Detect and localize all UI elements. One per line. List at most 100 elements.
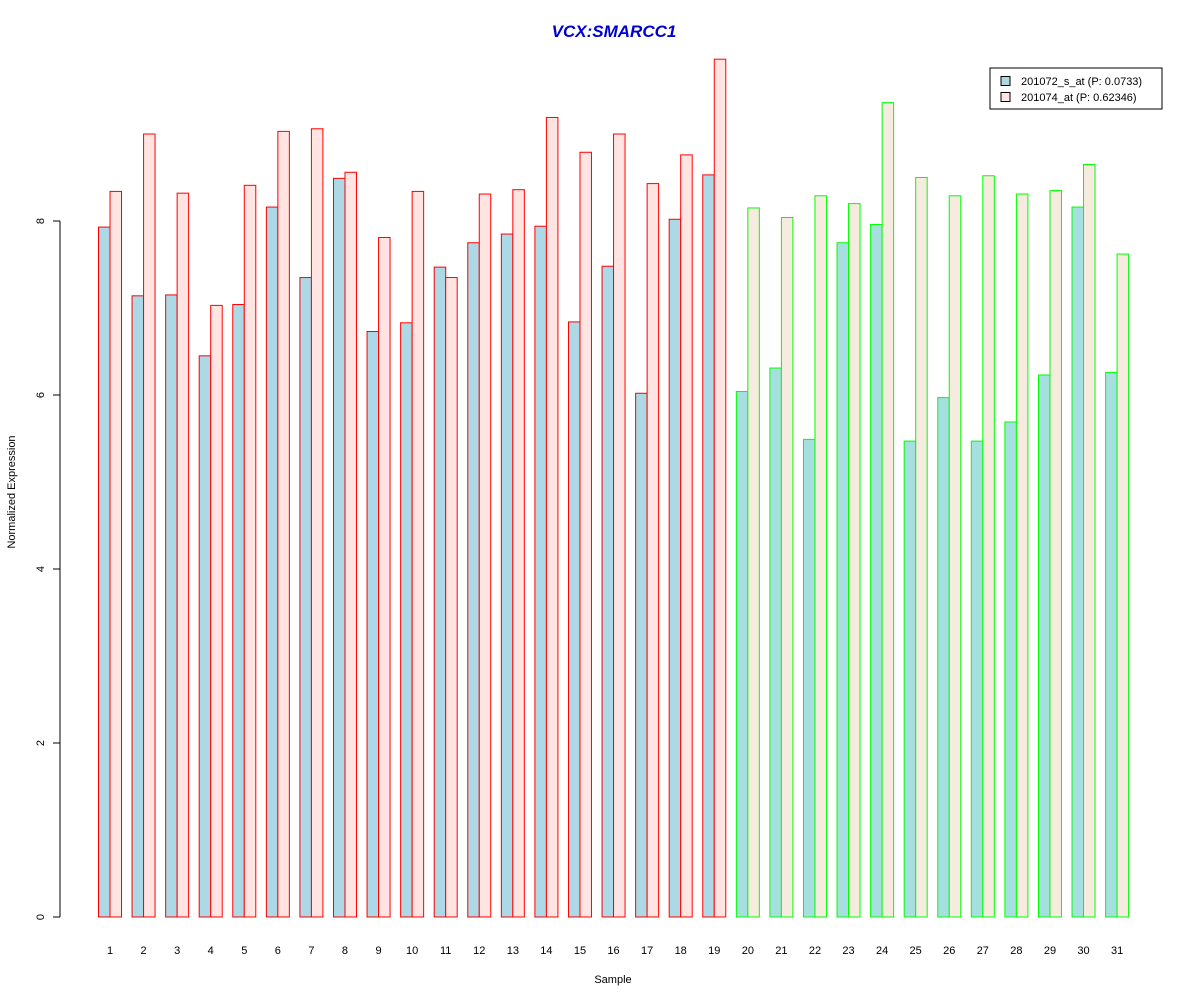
x-tick-label: 4 — [208, 945, 214, 957]
bar-series-2-sample-13 — [512, 189, 525, 918]
bar-series-1-sample-1 — [98, 226, 111, 918]
bar-series-1-sample-10 — [400, 322, 413, 918]
bar-series-2-sample-31 — [1116, 253, 1130, 918]
bar-series-1-sample-23 — [836, 242, 850, 918]
bar-series-1-sample-7 — [299, 277, 312, 918]
x-tick-label: 18 — [675, 945, 687, 957]
x-tick-label: 17 — [641, 945, 653, 957]
x-tick-label: 31 — [1111, 945, 1123, 957]
bar-series-2-sample-21 — [780, 217, 794, 918]
bar-series-1-sample-26 — [937, 397, 950, 918]
bar-series-2-sample-10 — [411, 190, 425, 918]
bar-series-1-sample-15 — [567, 321, 581, 918]
bar-series-2-sample-29 — [1049, 190, 1062, 918]
bar-series-2-sample-9 — [378, 237, 391, 918]
bar-series-2-sample-6 — [277, 130, 290, 918]
y-tick-label: 4 — [35, 566, 47, 572]
bar-series-1-sample-16 — [601, 265, 615, 918]
bar-series-1-sample-31 — [1105, 371, 1118, 918]
bar-series-1-sample-4 — [198, 355, 212, 918]
x-tick-label: 8 — [342, 945, 348, 957]
chart-title: VCX:SMARCC1 — [552, 22, 677, 41]
y-axis: 0 2 4 6 8 — [35, 218, 61, 920]
x-tick-label: 30 — [1077, 945, 1089, 957]
bar-series-1-sample-25 — [903, 440, 917, 918]
bar-series-2-sample-30 — [1083, 163, 1096, 918]
bar-series-1-sample-9 — [366, 330, 380, 918]
bar-series-1-sample-2 — [131, 295, 145, 918]
x-tick-label: 19 — [708, 945, 720, 957]
x-tick-label: 23 — [842, 945, 854, 957]
bar-series-2-sample-25 — [915, 177, 928, 918]
bar-series-2-sample-28 — [1015, 193, 1029, 918]
x-tick-label: 24 — [876, 945, 888, 957]
bar-series-1-sample-24 — [870, 223, 883, 918]
bars — [98, 58, 1130, 918]
bar-series-2-sample-12 — [478, 193, 492, 918]
bar-series-1-sample-14 — [534, 225, 547, 918]
bar-series-2-sample-18 — [680, 154, 693, 918]
bar-series-1-sample-28 — [1004, 421, 1017, 918]
x-tick-label: 25 — [910, 945, 922, 957]
bar-series-1-sample-19 — [702, 174, 715, 918]
bar-series-2-sample-24 — [881, 102, 895, 918]
y-tick-label: 6 — [35, 392, 47, 398]
bar-series-2-sample-2 — [143, 133, 156, 918]
bar-series-1-sample-11 — [433, 266, 447, 918]
legend-box — [989, 67, 1163, 110]
x-tick-label: 11 — [440, 945, 451, 957]
bar-series-1-sample-17 — [635, 392, 648, 918]
bar-series-1-sample-3 — [165, 294, 178, 918]
legend-swatch — [1000, 76, 1011, 86]
bar-series-2-sample-5 — [243, 184, 257, 918]
x-tick-label: 13 — [507, 945, 519, 957]
x-tick-label: 29 — [1044, 945, 1056, 957]
y-axis-label: Normalized Expression — [6, 435, 18, 548]
bar-series-1-sample-22 — [802, 438, 816, 918]
bar-series-1-sample-5 — [232, 304, 245, 918]
legend-swatch — [1000, 92, 1011, 102]
x-tick-label: 3 — [174, 945, 180, 957]
y-tick-label: 8 — [35, 218, 47, 224]
x-tick-label: 1 — [107, 945, 113, 957]
bar-series-1-sample-21 — [769, 367, 782, 918]
y-tick-label: 2 — [35, 740, 47, 746]
bar-series-2-sample-17 — [646, 183, 660, 918]
bar-series-1-sample-8 — [332, 177, 346, 918]
bar-series-2-sample-23 — [848, 203, 861, 918]
x-axis: 1 2 3 4 5 6 7 8 9 10 11 12 13 14 15 16 17 18 19 20 21 22 23 24 2… — [107, 945, 1123, 957]
x-tick-label: 22 — [809, 945, 821, 957]
bar-series-1-sample-13 — [500, 233, 514, 918]
bar-series-2-sample-3 — [176, 192, 190, 918]
bar-series-1-sample-12 — [467, 242, 480, 918]
bar-series-2-sample-26 — [948, 195, 962, 918]
x-tick-label: 7 — [308, 945, 314, 957]
x-tick-label: 16 — [607, 945, 619, 957]
y-tick-label: 0 — [35, 914, 47, 920]
x-tick-label: 20 — [742, 945, 754, 957]
bar-series-1-sample-30 — [1071, 206, 1085, 918]
bar-series-1-sample-6 — [265, 206, 279, 918]
x-tick-label: 21 — [775, 945, 787, 957]
x-tick-label: 27 — [977, 945, 989, 957]
bar-series-1-sample-27 — [970, 440, 984, 918]
legend-entry: 201072_s_at (P: 0.0733) — [1021, 76, 1142, 88]
x-tick-label: 14 — [540, 945, 552, 957]
bar-series-1-sample-29 — [1037, 374, 1051, 918]
x-tick-label: 12 — [473, 945, 485, 957]
x-tick-label: 9 — [375, 945, 381, 957]
x-axis-label: Sample — [594, 974, 631, 986]
bar-series-2-sample-27 — [982, 175, 995, 918]
bar-series-2-sample-15 — [579, 151, 592, 918]
bar-series-2-sample-16 — [613, 133, 626, 918]
x-tick-label: 2 — [141, 945, 147, 957]
bar-series-2-sample-22 — [814, 195, 827, 918]
legend-entry: 201074_at (P: 0.62346) — [1021, 92, 1137, 104]
bar-series-2-sample-4 — [210, 304, 223, 918]
bar-series-1-sample-18 — [668, 218, 682, 918]
bar-series-2-sample-14 — [545, 116, 559, 918]
bar-series-2-sample-1 — [109, 190, 122, 918]
x-tick-label: 10 — [406, 945, 418, 957]
x-tick-label: 6 — [275, 945, 281, 957]
